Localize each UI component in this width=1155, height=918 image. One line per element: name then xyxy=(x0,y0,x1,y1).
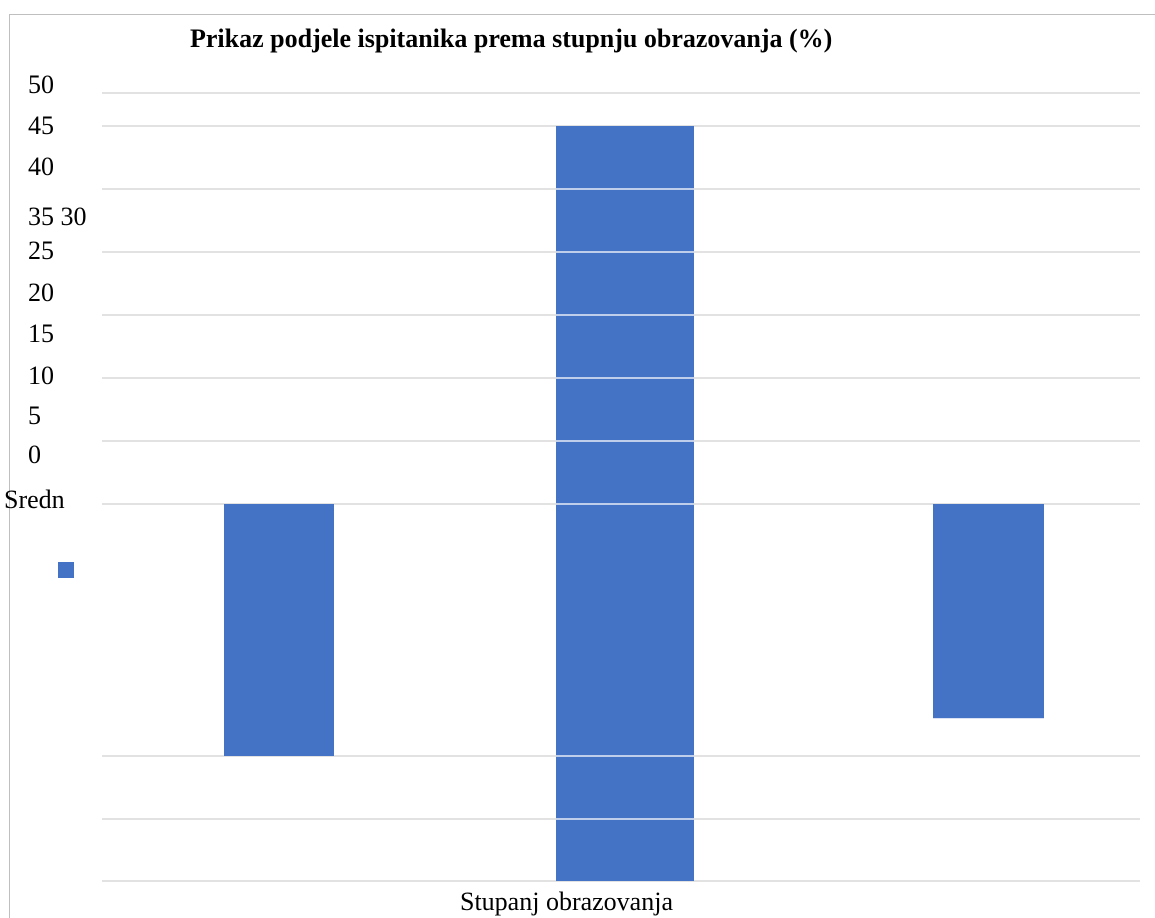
y-tick-40: 40 xyxy=(28,152,54,181)
y-tick-15: 15 xyxy=(28,319,54,348)
y-tick-5: 5 xyxy=(28,401,41,430)
y-tick-0: 0 xyxy=(28,440,41,469)
y-tick-25: 25 xyxy=(28,236,54,265)
y-tick-35-30: 35 30 xyxy=(28,202,87,231)
y-tick-45: 45 xyxy=(28,111,54,140)
chart-title: Prikaz podjele ispitanika prema stupnju … xyxy=(190,24,833,53)
bar-1 xyxy=(224,504,334,756)
y-tick-50: 50 xyxy=(28,70,54,99)
y-tick-10: 10 xyxy=(28,361,54,390)
category-label: Sredn xyxy=(4,485,65,514)
bar-3 xyxy=(933,504,1044,719)
legend-swatch xyxy=(58,562,74,578)
y-tick-20: 20 xyxy=(28,278,54,307)
x-axis-title: Stupanj obrazovanja xyxy=(460,887,673,916)
chart-frame xyxy=(9,14,1155,918)
